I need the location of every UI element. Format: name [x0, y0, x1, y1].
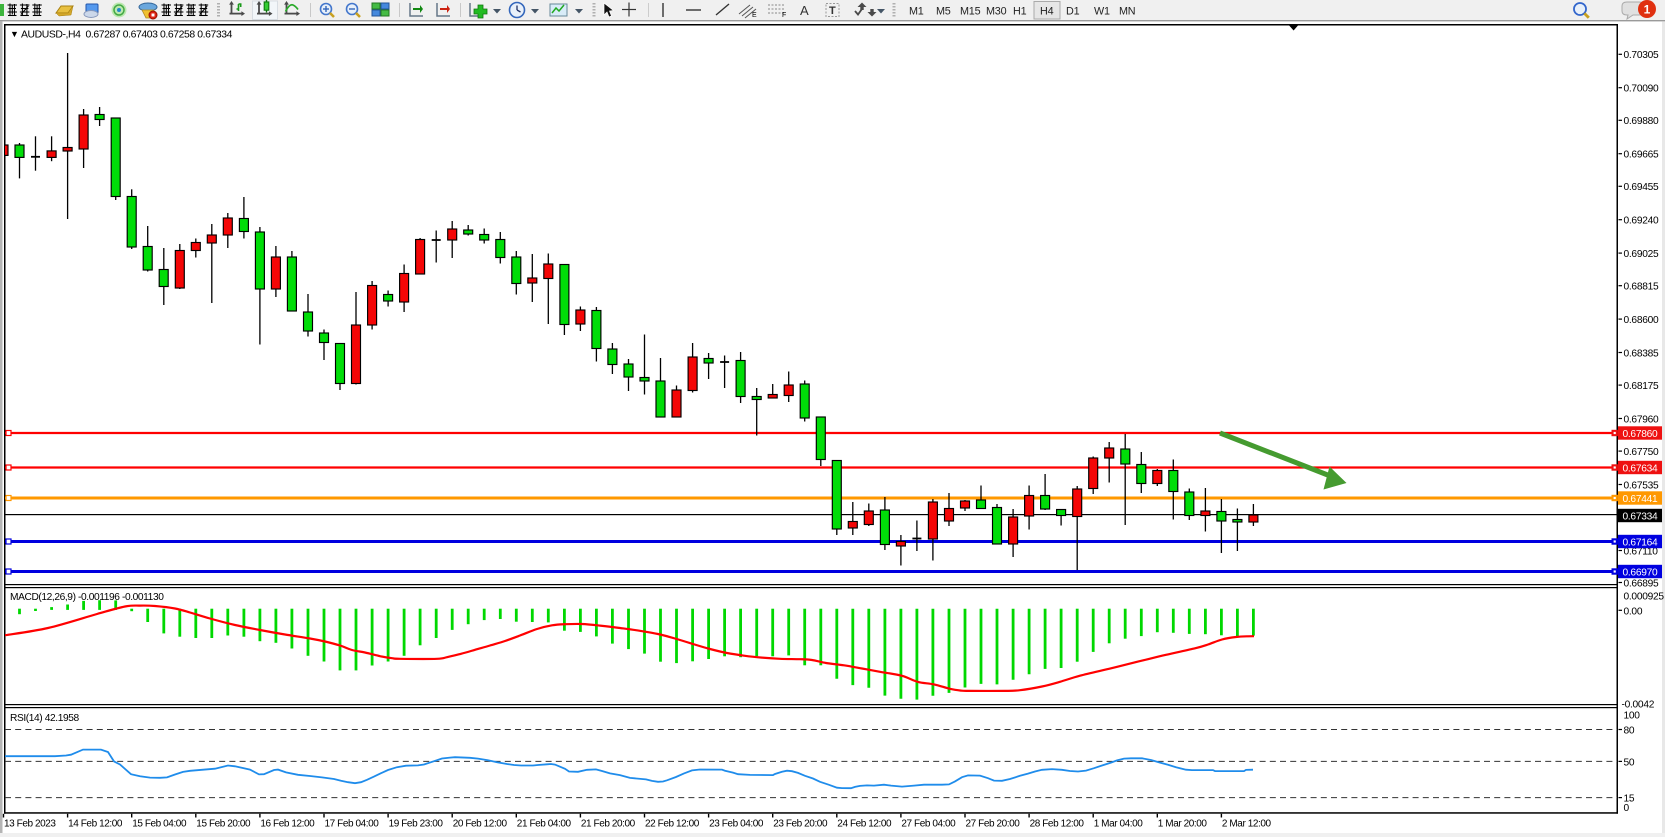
- svg-text:21 Feb 04:00: 21 Feb 04:00: [517, 819, 572, 830]
- svg-text:15 Feb 04:00: 15 Feb 04:00: [132, 819, 187, 830]
- svg-text:D1: D1: [1066, 6, 1080, 18]
- svg-text:H1: H1: [1013, 6, 1027, 18]
- svg-text:0.67750: 0.67750: [1624, 447, 1659, 458]
- svg-text:2 Mar 12:00: 2 Mar 12:00: [1222, 819, 1272, 830]
- svg-text:AUDUSD-,H4 0.67287 0.67403 0.: AUDUSD-,H4 0.67287 0.67403 0.67258 0.673…: [21, 30, 233, 41]
- svg-text:0.67334: 0.67334: [1623, 511, 1658, 522]
- svg-text:MN: MN: [1119, 6, 1135, 18]
- svg-text:0.00: 0.00: [1624, 606, 1643, 617]
- svg-text:23 Feb 04:00: 23 Feb 04:00: [709, 819, 764, 830]
- svg-text:RSI(14) 42.1958: RSI(14) 42.1958: [10, 713, 79, 724]
- svg-text:1 Mar 20:00: 1 Mar 20:00: [1158, 819, 1208, 830]
- svg-text:W1: W1: [1094, 6, 1110, 18]
- svg-text:▼: ▼: [10, 29, 19, 39]
- svg-text:17 Feb 04:00: 17 Feb 04:00: [325, 819, 380, 830]
- svg-text:M15: M15: [960, 6, 981, 18]
- svg-text:H4: H4: [1040, 6, 1054, 18]
- svg-text:23 Feb 20:00: 23 Feb 20:00: [773, 819, 828, 830]
- svg-text:0.69025: 0.69025: [1624, 249, 1659, 260]
- svg-text:27 Feb 20:00: 27 Feb 20:00: [966, 819, 1021, 830]
- svg-text:20 Feb 12:00: 20 Feb 12:00: [453, 819, 508, 830]
- svg-text:15: 15: [1624, 794, 1635, 805]
- svg-text:50: 50: [1624, 757, 1635, 768]
- svg-text:0.68815: 0.68815: [1624, 282, 1659, 293]
- svg-text:0.68385: 0.68385: [1624, 348, 1659, 359]
- svg-text:E: E: [752, 12, 757, 19]
- svg-text:28 Feb 12:00: 28 Feb 12:00: [1030, 819, 1085, 830]
- svg-text:1: 1: [1644, 3, 1651, 17]
- svg-text:19 Feb 23:00: 19 Feb 23:00: [389, 819, 444, 830]
- svg-text:15 Feb 20:00: 15 Feb 20:00: [196, 819, 251, 830]
- svg-text:0.67960: 0.67960: [1624, 414, 1659, 425]
- svg-text:M5: M5: [936, 6, 951, 18]
- svg-text:0.67110: 0.67110: [1624, 546, 1659, 557]
- svg-text:MACD(12,26,9) -0.001196 -0.001: MACD(12,26,9) -0.001196 -0.001130: [10, 592, 164, 603]
- svg-text:T: T: [829, 5, 836, 17]
- svg-text:14 Feb 12:00: 14 Feb 12:00: [68, 819, 123, 830]
- svg-text:0.67860: 0.67860: [1623, 429, 1658, 440]
- svg-text:0.67164: 0.67164: [1623, 537, 1658, 548]
- svg-text:0.66895: 0.66895: [1624, 578, 1659, 589]
- svg-text:100: 100: [1624, 711, 1641, 722]
- svg-text:16 Feb 12:00: 16 Feb 12:00: [260, 819, 315, 830]
- svg-text:27 Feb 04:00: 27 Feb 04:00: [901, 819, 956, 830]
- svg-text:21 Feb 20:00: 21 Feb 20:00: [581, 819, 636, 830]
- svg-text:13 Feb 2023: 13 Feb 2023: [4, 819, 56, 830]
- svg-text:0.68175: 0.68175: [1624, 381, 1659, 392]
- svg-text:0.69880: 0.69880: [1624, 116, 1659, 127]
- svg-text:F: F: [782, 12, 786, 19]
- svg-text:0.66970: 0.66970: [1623, 567, 1658, 578]
- svg-text:0.69455: 0.69455: [1624, 182, 1659, 193]
- svg-text:80: 80: [1624, 725, 1635, 736]
- svg-text:M30: M30: [986, 6, 1007, 18]
- svg-text:0: 0: [1624, 803, 1630, 814]
- svg-text:0.70305: 0.70305: [1624, 50, 1659, 61]
- svg-text:-0.0042: -0.0042: [1622, 700, 1655, 711]
- svg-text:0.70090: 0.70090: [1624, 84, 1659, 95]
- svg-text:0.000925: 0.000925: [1624, 592, 1665, 603]
- svg-text:0.67441: 0.67441: [1623, 494, 1658, 505]
- svg-text:1 Mar 04:00: 1 Mar 04:00: [1094, 819, 1144, 830]
- svg-text:0.67535: 0.67535: [1624, 480, 1659, 491]
- svg-text:24 Feb 12:00: 24 Feb 12:00: [837, 819, 892, 830]
- svg-text:0.68600: 0.68600: [1624, 315, 1659, 326]
- svg-text:M1: M1: [909, 6, 924, 18]
- svg-text:0.67634: 0.67634: [1623, 463, 1658, 474]
- svg-text:22 Feb 12:00: 22 Feb 12:00: [645, 819, 700, 830]
- svg-text:A: A: [800, 3, 809, 18]
- svg-text:0.69665: 0.69665: [1624, 150, 1659, 161]
- svg-text:0.69240: 0.69240: [1624, 216, 1659, 227]
